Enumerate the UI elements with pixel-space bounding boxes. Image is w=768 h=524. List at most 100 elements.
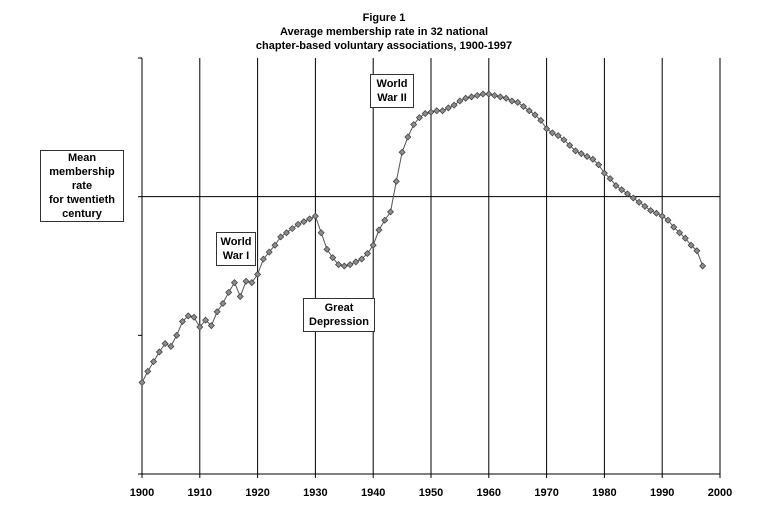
x-tick-label: 1940	[361, 487, 385, 499]
data-point	[335, 261, 343, 269]
data-point	[496, 93, 504, 101]
data-point	[306, 215, 314, 223]
world-war-1-annotation: World War I	[216, 232, 256, 266]
data-point	[560, 136, 568, 144]
data-point	[693, 247, 701, 255]
data-point	[525, 107, 533, 115]
data-point	[439, 107, 447, 115]
chart-title-line1: Average membership rate in 32 national	[279, 26, 489, 38]
mean-membership-label: Mean membership rate for twentieth centu…	[40, 150, 124, 222]
data-point	[479, 90, 487, 98]
data-point	[595, 161, 603, 169]
data-point	[572, 147, 579, 155]
data-point	[670, 223, 678, 231]
x-tick-label: 1980	[592, 487, 616, 499]
data-point	[444, 104, 452, 112]
data-point	[254, 270, 262, 278]
data-point	[329, 254, 337, 262]
annotation-line: War II	[377, 92, 407, 104]
data-point	[450, 101, 458, 109]
data-point	[514, 98, 522, 106]
data-point	[537, 116, 545, 124]
data-point	[259, 255, 267, 263]
data-point	[589, 155, 597, 163]
data-point	[225, 288, 233, 296]
data-point	[392, 177, 400, 185]
x-tick-label: 1990	[650, 487, 674, 499]
data-point	[358, 255, 366, 263]
data-point	[577, 150, 585, 158]
data-point	[300, 218, 308, 226]
data-point	[294, 220, 302, 228]
data-point	[230, 279, 238, 287]
data-point	[311, 212, 319, 220]
data-point	[196, 323, 204, 331]
data-point	[150, 358, 158, 366]
data-point	[519, 103, 527, 111]
data-point	[213, 308, 221, 316]
data-point	[462, 94, 470, 102]
x-tick-label: 1950	[419, 487, 443, 499]
data-point	[456, 97, 464, 105]
data-point	[207, 322, 215, 330]
data-point	[467, 93, 475, 101]
data-point	[554, 132, 562, 140]
data-point	[641, 202, 649, 210]
data-point	[190, 313, 198, 321]
annotation-line: Depression	[309, 316, 369, 328]
data-point	[323, 245, 331, 253]
data-point	[658, 212, 666, 220]
x-tick-label: 1970	[534, 487, 558, 499]
data-point	[369, 241, 377, 249]
x-tick-label: 1900	[130, 487, 154, 499]
data-point	[583, 152, 591, 160]
data-point	[219, 299, 227, 307]
data-point	[566, 141, 574, 149]
mean-label-line: for twentieth	[49, 194, 115, 206]
annotation-line: Great	[324, 302, 354, 314]
chart-title-line2: chapter-based voluntary associations, 19…	[255, 40, 513, 52]
data-point	[363, 250, 371, 258]
annotation-line: World	[376, 78, 408, 90]
data-point	[352, 258, 360, 266]
data-point	[317, 229, 325, 237]
data-point	[242, 277, 250, 285]
data-point	[277, 233, 285, 241]
data-point	[531, 111, 539, 119]
data-point	[635, 198, 643, 206]
mean-label-line: Mean	[67, 152, 97, 164]
data-point	[283, 229, 290, 237]
data-point	[600, 169, 608, 177]
data-point	[687, 241, 695, 249]
data-point	[144, 367, 152, 375]
data-point	[491, 91, 499, 99]
x-tick-label: 2000	[708, 487, 732, 499]
data-point	[161, 340, 169, 348]
data-point	[404, 133, 412, 141]
annotation-line: War I	[222, 250, 250, 262]
data-point	[681, 234, 689, 242]
data-point	[387, 208, 395, 216]
figure-label: Figure 1	[362, 12, 406, 24]
data-point	[502, 94, 510, 102]
data-point	[184, 312, 192, 320]
data-point	[202, 316, 210, 324]
data-point	[265, 248, 273, 256]
x-tick-label: 1960	[477, 487, 501, 499]
mean-label-line: membership	[49, 166, 115, 178]
data-point	[155, 348, 163, 356]
data-point	[346, 261, 354, 269]
world-war-2-annotation: World War II	[370, 74, 414, 108]
mean-label-line: century	[62, 208, 102, 220]
data-point	[652, 209, 660, 217]
data-point	[508, 97, 516, 105]
mean-label-line: rate	[71, 180, 93, 192]
data-point	[433, 107, 441, 115]
data-point	[548, 129, 556, 137]
data-point	[647, 207, 655, 215]
data-point	[543, 125, 551, 133]
data-point	[340, 262, 348, 270]
x-tick-label: 1930	[303, 487, 327, 499]
data-point	[664, 216, 672, 224]
